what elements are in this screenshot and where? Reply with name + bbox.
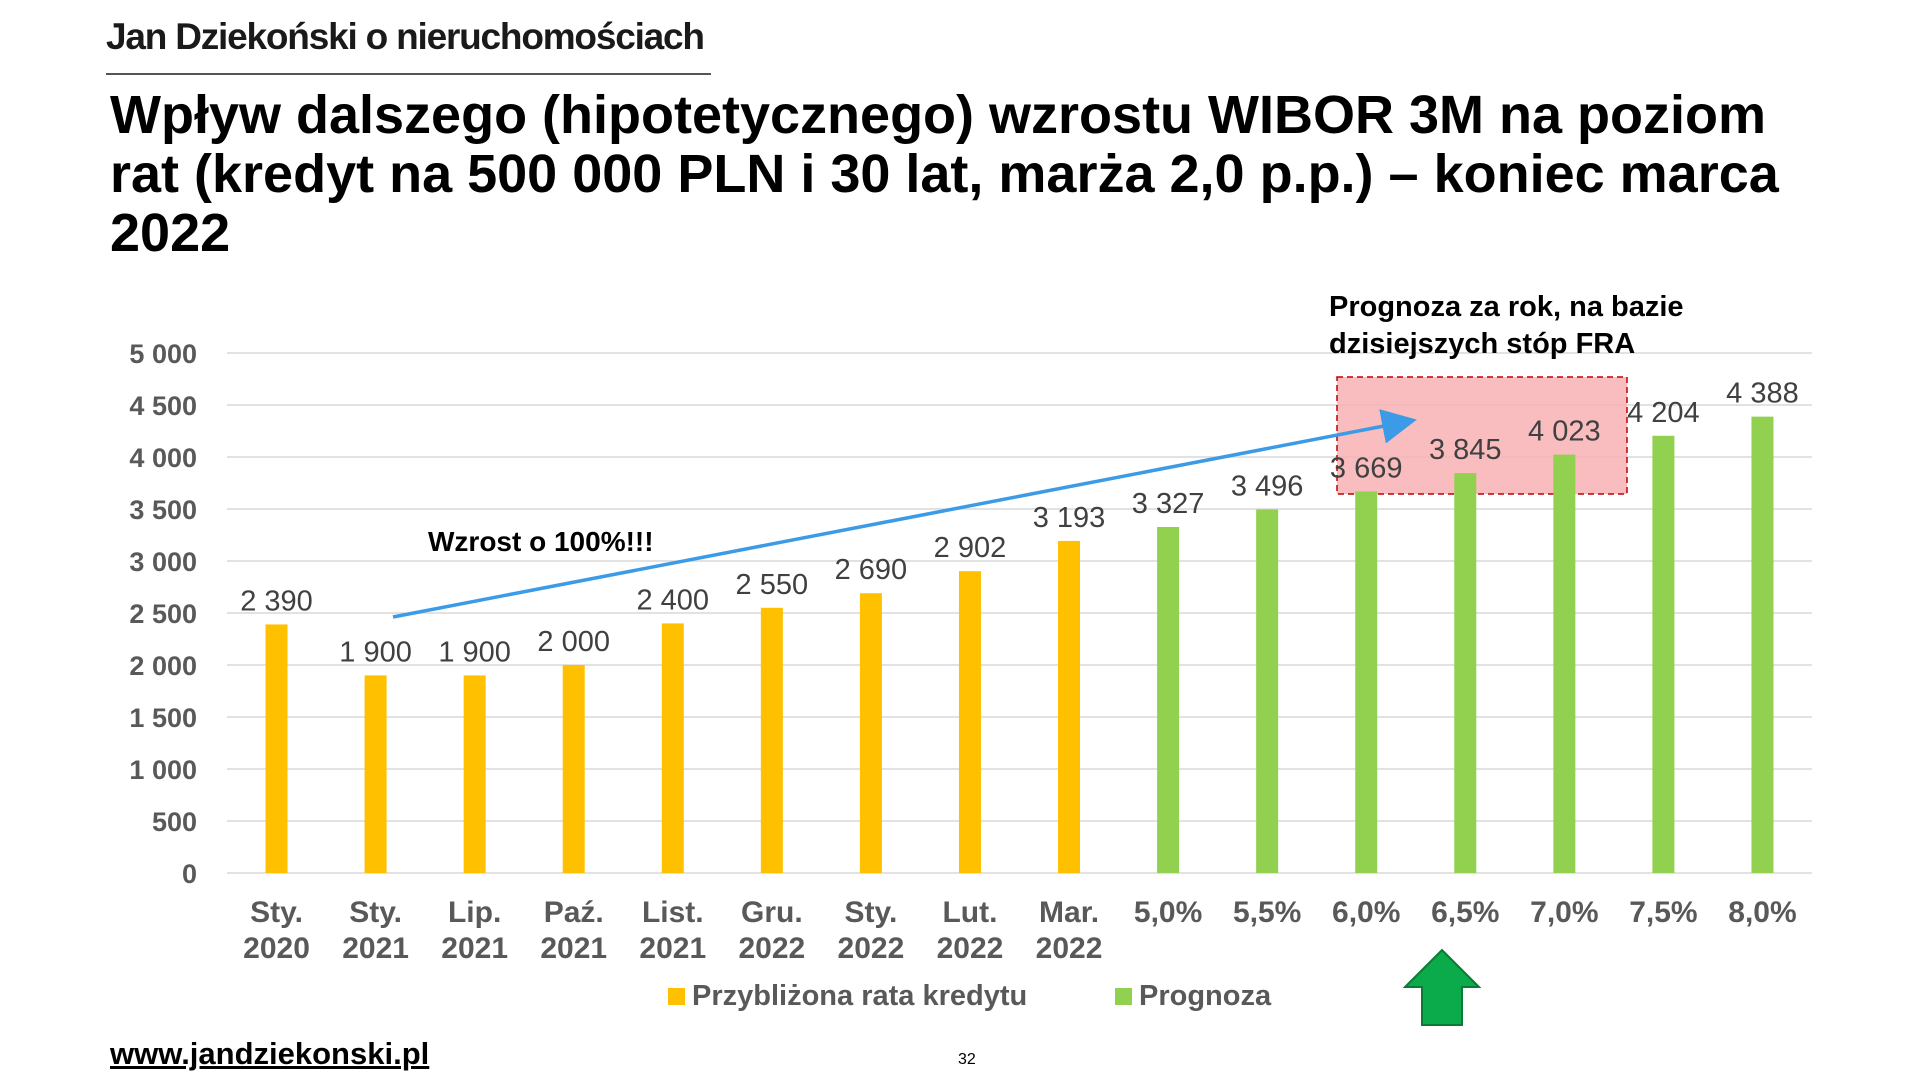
bar	[463, 675, 486, 873]
x-tick-label: Lip.	[448, 896, 501, 929]
data-label: 3 845	[1429, 434, 1502, 466]
x-tick-label: Sty.	[349, 896, 402, 929]
bar	[661, 623, 684, 873]
data-label: 4 204	[1627, 397, 1700, 429]
x-tick-label: 2021	[639, 932, 706, 965]
y-tick-label: 1 000	[129, 755, 197, 785]
growth-annotation: Wzrost o 100%!!!	[428, 526, 654, 557]
x-tick-label: 2021	[342, 932, 409, 965]
y-tick-label: 3 500	[129, 495, 197, 525]
x-tick-label: 2022	[738, 932, 805, 965]
bar	[1652, 435, 1675, 873]
y-tick-label: 0	[182, 859, 197, 889]
x-tick-label: Gru.	[741, 896, 803, 929]
bar	[1256, 509, 1279, 873]
bar	[1553, 454, 1576, 873]
data-label: 4 388	[1726, 378, 1799, 410]
x-tick-label: 2021	[540, 932, 607, 965]
data-label: 3 327	[1132, 488, 1205, 520]
y-tick-label: 500	[152, 807, 197, 837]
data-label: 2 902	[934, 532, 1007, 564]
y-tick-label: 4 500	[129, 391, 197, 421]
legend-swatch-forecast	[1115, 988, 1132, 1005]
bar	[364, 675, 387, 873]
bar	[1751, 416, 1774, 873]
bar	[265, 624, 288, 873]
y-tick-label: 2 000	[129, 651, 197, 681]
data-label: 2 400	[636, 584, 709, 616]
y-tick-label: 2 500	[129, 599, 197, 629]
legend-label-historical: Przybliżona rata kredytu	[692, 980, 1027, 1012]
data-label: 2 550	[736, 569, 809, 601]
data-label: 4 023	[1528, 416, 1601, 448]
x-tick-label: Mar.	[1039, 896, 1099, 929]
bar	[760, 607, 783, 873]
bar	[1355, 491, 1378, 873]
footer-website-link[interactable]: www.jandziekonski.pl	[110, 1036, 430, 1071]
growth-arrow	[392, 409, 1417, 619]
bar	[859, 593, 882, 873]
x-tick-label: Sty.	[845, 896, 898, 929]
x-tick-label: 6,0%	[1332, 896, 1400, 929]
legend-label-forecast: Prognoza	[1139, 980, 1272, 1012]
page-number: 32	[958, 1051, 976, 1068]
x-tick-label: 2021	[441, 932, 508, 965]
x-tick-label: 6,5%	[1431, 896, 1499, 929]
x-tick-label: 2022	[838, 932, 905, 965]
x-tick-label: 2020	[243, 932, 310, 965]
bar	[1058, 540, 1081, 873]
x-tick-label: 7,0%	[1530, 896, 1598, 929]
brand-underline	[106, 73, 711, 75]
data-label: 2 690	[835, 554, 908, 586]
legend-swatch-historical	[668, 988, 685, 1005]
x-tick-label: 2022	[1036, 932, 1103, 965]
y-tick-label: 4 000	[129, 443, 197, 473]
x-tick-label: Lut.	[942, 896, 997, 929]
forecast-caption: Prognoza za rok, na bazie	[1329, 291, 1684, 323]
data-label: 3 496	[1231, 470, 1304, 502]
y-tick-label: 1 500	[129, 703, 197, 733]
bar	[958, 571, 981, 873]
up-arrow-icon	[1402, 948, 1482, 1026]
x-tick-label: 5,5%	[1233, 896, 1301, 929]
y-tick-label: 5 000	[129, 339, 197, 369]
brand-title: Jan Dziekoński o nieruchomościach	[106, 16, 705, 57]
x-tick-label: Paź.	[544, 896, 604, 929]
bar	[1157, 526, 1180, 873]
data-label: 2 000	[537, 626, 610, 658]
x-tick-label: 2022	[937, 932, 1004, 965]
x-tick-label: 7,5%	[1629, 896, 1697, 929]
forecast-caption: dzisiejszych stóp FRA	[1329, 328, 1635, 360]
data-label: 3 669	[1330, 452, 1403, 484]
data-label: 2 390	[240, 585, 313, 617]
x-tick-label: 8,0%	[1728, 896, 1796, 929]
data-label: 1 900	[339, 636, 412, 668]
x-tick-label: 5,0%	[1134, 896, 1202, 929]
slide-title: Wpływ dalszego (hipotetycznego) wzrostu …	[110, 85, 1779, 263]
x-tick-label: Sty.	[250, 896, 303, 929]
data-label: 3 193	[1033, 502, 1106, 534]
x-tick-label: List.	[642, 896, 704, 929]
data-label: 1 900	[438, 636, 511, 668]
bar	[562, 665, 585, 873]
bar	[1454, 473, 1477, 873]
y-tick-label: 3 000	[129, 547, 197, 577]
